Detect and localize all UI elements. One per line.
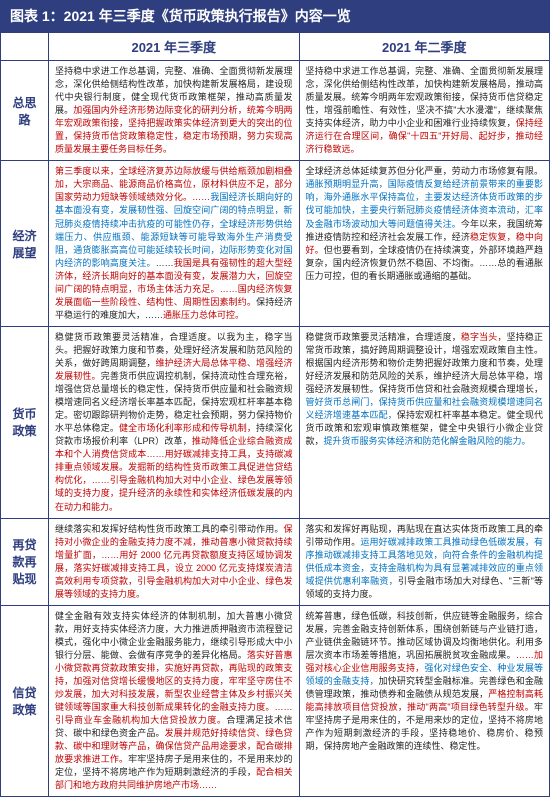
col-head-q3: 2021 年三季度	[49, 33, 300, 61]
text-run: 保持货币信贷和社会融资规模合理增长，	[379, 384, 543, 394]
text-run: 坚持稳中求进工作总基调，完整、准确、全面贯彻新发展理念，深化供给侧结构性改革，加…	[306, 66, 544, 128]
col-head-q2: 2021 年二季度	[299, 33, 550, 61]
row-head: 总思路	[1, 61, 49, 161]
row-head: 货币政策	[1, 326, 49, 518]
text-run: 提升货币服务实体经济和防范化解金融风险的能力。	[324, 436, 531, 446]
content-table: 2021 年三季度 2021 年二季度 总思路 坚持稳中求进工作总基调，完整、准…	[0, 32, 550, 797]
text-run: 落实好普惠小微贷款再贷款政策安排，实施好再贷款，再贴现的政策支持，加强对信贷增长…	[55, 650, 293, 725]
cell-q3: 稳健货币政策要灵活精准，合理适度。以我为主，稳字当头。把握好政策力度和节奏，处理…	[49, 326, 300, 518]
cell-q2: 稳健货币政策要灵活精准，合理适度，稳字当头，坚持稳正常货币政策，搞好跨周期调整设…	[299, 326, 550, 518]
text-run: 加快研究转型金融标准。	[379, 676, 480, 686]
cell-q3: 第三季度以来，全球经济复苏边际放缓与供给瓶颈加剧相叠加，大宗商品、能源商品价格高…	[49, 161, 300, 327]
text-run: 推动降低企业综合融资成本和个人消费信贷成本……用好碳减排支持工具，支持碳减排重点…	[55, 436, 293, 511]
text-run: 但也要看到，全球疫情仍在持续演变，外部环境趋严趋复杂，国内经济恢复仍然不稳固、不…	[306, 245, 544, 281]
figure-title: 图表 1：2021 年三季度《货币政策执行报告》内容一览	[0, 0, 550, 32]
corner-cell	[1, 33, 49, 61]
cell-q3: 健全金融有效支持实体经济的体制机制，加大普惠小微贷款，用好支持实体经济力度，大力…	[49, 605, 300, 797]
text-run: 通胀压力总体可控。	[163, 310, 244, 320]
row-head: 经济展望	[1, 161, 49, 327]
cell-q3: 坚持稳中求进工作总基调，完整、准确、全面贯彻新发展理念，深化供给侧结构性改革，加…	[49, 61, 300, 161]
cell-q2: 落实和发挥好再贴现，再贴现在直达实体货币政策工具的牵引带动作用。运用好碳减排政策…	[299, 518, 550, 605]
cell-q2: 全球经济总体延续复苏但分化严重，劳动力市场修复有限。通胀预期明显升高，国际疫情反…	[299, 161, 550, 327]
row-head: 信贷政策	[1, 605, 49, 797]
text-run: 保持对小微企业的金融支持力度不减，推动普惠小微贷款持续增量扩面，……用好 200…	[55, 524, 293, 599]
text-run: 继续落实和发挥好结构性货币政策工具的牵引带动作用。	[55, 524, 283, 534]
text-run: 全球经济总体延续复苏但分化严重，劳动力市场修复有限。	[306, 166, 544, 176]
text-run: 稳字当头，	[461, 332, 507, 342]
cell-q2: 统筹普惠，绿色低碳，科技创新，供应链等金融服务，综合发展，完善金融支持创新体系，…	[299, 605, 550, 797]
text-run: 我国经济长期向好的基本面没有变，发展韧性强、回旋空间广阔的特点明显，新冠肺炎疫情…	[55, 192, 293, 267]
cell-q3: 继续落实和发挥好结构性货币政策工具的牵引带动作用。保持对小微企业的金融支持力度不…	[49, 518, 300, 605]
text-run: 加强国内外经济形势边际变化的研判分析，统筹今明两年宏观政策衔接，坚持把握政策实体…	[55, 105, 293, 154]
row-head: 再贷款再贴现	[1, 518, 49, 605]
cell-q2: 坚持稳中求进工作总基调，完整、准确、全面贯彻新发展理念，深化供给侧结构性改革，加…	[299, 61, 550, 161]
text-run: ……	[156, 258, 174, 268]
text-run: 健全市场化利率形成和传导机制，	[119, 423, 256, 433]
text-run: 稳健货币政策要灵活精准，合理适度，	[306, 332, 461, 342]
